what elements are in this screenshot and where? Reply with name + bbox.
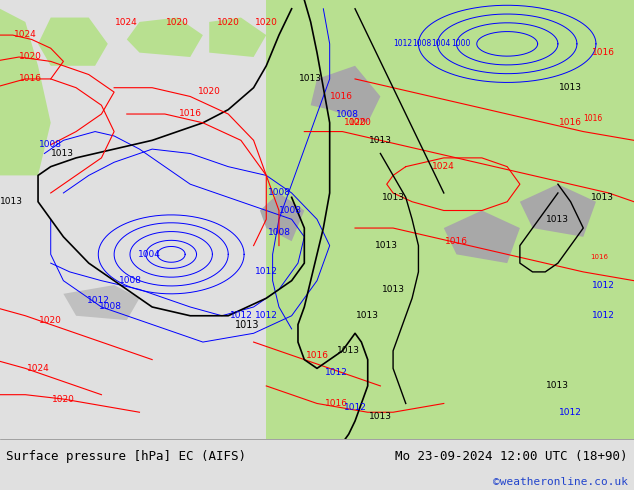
Text: 1016: 1016 bbox=[306, 351, 328, 360]
Text: 1016: 1016 bbox=[325, 399, 347, 408]
Polygon shape bbox=[63, 285, 139, 320]
Text: 1024: 1024 bbox=[14, 30, 37, 40]
Text: 1008: 1008 bbox=[268, 188, 290, 197]
Text: 1013: 1013 bbox=[591, 193, 614, 202]
Text: 1008: 1008 bbox=[39, 140, 62, 149]
Text: 1012: 1012 bbox=[592, 281, 615, 290]
Text: 1008: 1008 bbox=[336, 110, 359, 119]
Polygon shape bbox=[520, 184, 596, 237]
Text: 1016: 1016 bbox=[19, 74, 42, 83]
Polygon shape bbox=[209, 18, 266, 57]
Text: 1020: 1020 bbox=[19, 52, 42, 61]
Text: 1004: 1004 bbox=[138, 250, 160, 259]
Text: 1013: 1013 bbox=[375, 241, 398, 250]
Polygon shape bbox=[260, 193, 304, 241]
Text: 1012: 1012 bbox=[592, 311, 615, 320]
Text: 1012: 1012 bbox=[559, 408, 582, 416]
Text: 1013: 1013 bbox=[51, 149, 74, 158]
Polygon shape bbox=[444, 211, 520, 263]
Text: 1012: 1012 bbox=[325, 368, 347, 377]
Text: 1020: 1020 bbox=[217, 18, 240, 26]
Text: 1012: 1012 bbox=[255, 311, 278, 320]
Text: 1008: 1008 bbox=[279, 206, 302, 215]
Text: 1016: 1016 bbox=[179, 109, 202, 119]
Text: 1013: 1013 bbox=[337, 346, 360, 355]
Text: 1013: 1013 bbox=[382, 193, 404, 202]
Text: 1024: 1024 bbox=[432, 162, 455, 171]
Text: 1004: 1004 bbox=[430, 39, 450, 49]
Text: ©weatheronline.co.uk: ©weatheronline.co.uk bbox=[493, 477, 628, 487]
Text: 1016: 1016 bbox=[592, 48, 615, 57]
Text: 1024: 1024 bbox=[115, 18, 138, 26]
Text: 1013: 1013 bbox=[369, 412, 392, 421]
Text: 1016: 1016 bbox=[583, 114, 602, 123]
Text: 1012: 1012 bbox=[255, 268, 278, 276]
Polygon shape bbox=[0, 9, 51, 175]
Text: 1013: 1013 bbox=[547, 215, 569, 224]
Text: 1008: 1008 bbox=[412, 39, 431, 49]
Text: 1013: 1013 bbox=[235, 320, 259, 330]
Text: 1020: 1020 bbox=[52, 395, 75, 404]
Text: 1008: 1008 bbox=[268, 228, 290, 237]
Text: 1013: 1013 bbox=[547, 381, 569, 391]
Text: 1020: 1020 bbox=[344, 118, 366, 127]
Text: 1012: 1012 bbox=[230, 311, 252, 320]
Text: 1013: 1013 bbox=[0, 197, 23, 206]
Text: 1013: 1013 bbox=[382, 285, 404, 294]
Text: 1016: 1016 bbox=[559, 118, 582, 127]
Text: 1016: 1016 bbox=[591, 254, 609, 260]
Text: 1008: 1008 bbox=[119, 276, 141, 285]
Text: 1013: 1013 bbox=[356, 311, 379, 320]
Polygon shape bbox=[38, 18, 108, 66]
Text: 1012: 1012 bbox=[344, 403, 366, 413]
Text: 1012: 1012 bbox=[393, 39, 412, 49]
Text: 1020: 1020 bbox=[198, 88, 221, 97]
Text: 1020: 1020 bbox=[39, 316, 62, 325]
Text: 1016: 1016 bbox=[330, 92, 353, 101]
Polygon shape bbox=[127, 18, 203, 57]
Text: 1020: 1020 bbox=[255, 18, 278, 26]
Text: 1013: 1013 bbox=[559, 83, 582, 92]
Text: 1000: 1000 bbox=[451, 39, 470, 49]
Polygon shape bbox=[311, 66, 380, 123]
Text: 1024: 1024 bbox=[27, 364, 49, 373]
Text: 1020: 1020 bbox=[166, 18, 189, 26]
Text: Mo 23-09-2024 12:00 UTC (18+90): Mo 23-09-2024 12:00 UTC (18+90) bbox=[395, 450, 628, 463]
Text: 1013: 1013 bbox=[369, 136, 392, 145]
Text: Surface pressure [hPa] EC (AIFS): Surface pressure [hPa] EC (AIFS) bbox=[6, 450, 247, 463]
Text: 1008: 1008 bbox=[100, 302, 122, 312]
Polygon shape bbox=[266, 0, 634, 439]
Text: 1020: 1020 bbox=[349, 118, 372, 127]
Text: 1013: 1013 bbox=[299, 74, 322, 83]
Text: 1016: 1016 bbox=[445, 237, 468, 246]
Text: 1012: 1012 bbox=[87, 296, 110, 305]
